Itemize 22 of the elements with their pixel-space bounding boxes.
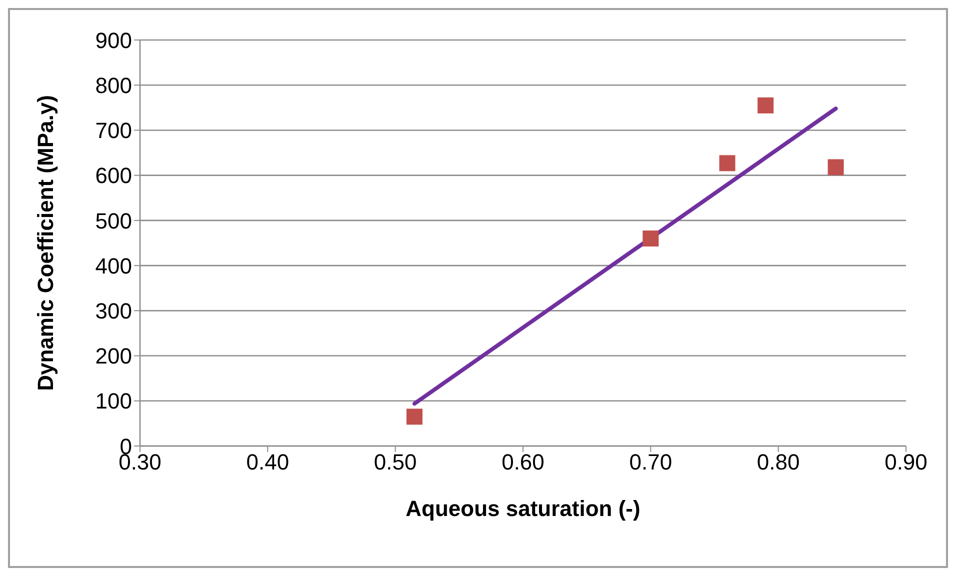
y-tick-label: 400 (95, 253, 132, 278)
y-tick-label: 600 (95, 163, 132, 188)
x-axis-title: Aqueous saturation (-) (406, 496, 640, 521)
point (719, 155, 736, 172)
x-tick-label: 0.60 (502, 450, 544, 475)
x-tick-label: 0.90 (884, 450, 928, 475)
point (828, 159, 844, 176)
y-tick-label: 900 (95, 28, 132, 53)
y-tick-label: 100 (95, 388, 132, 414)
x-tick-label: 0.40 (246, 450, 290, 475)
x-tick-label: 0.80 (756, 450, 800, 475)
y-tick-label: 700 (95, 118, 132, 144)
y-tick-label: 300 (95, 298, 132, 324)
point (758, 97, 774, 114)
point (642, 230, 659, 246)
y-axis-title: Dynamic Coefficient (MPa.y) (32, 95, 58, 391)
y-tick-label: 800 (95, 72, 132, 98)
y-tick-label: 200 (95, 344, 132, 369)
y-tick-label: 500 (95, 208, 132, 234)
point (406, 408, 422, 425)
x-tick-label: 0.70 (629, 450, 672, 475)
x-tick-label: 0.50 (374, 450, 417, 475)
